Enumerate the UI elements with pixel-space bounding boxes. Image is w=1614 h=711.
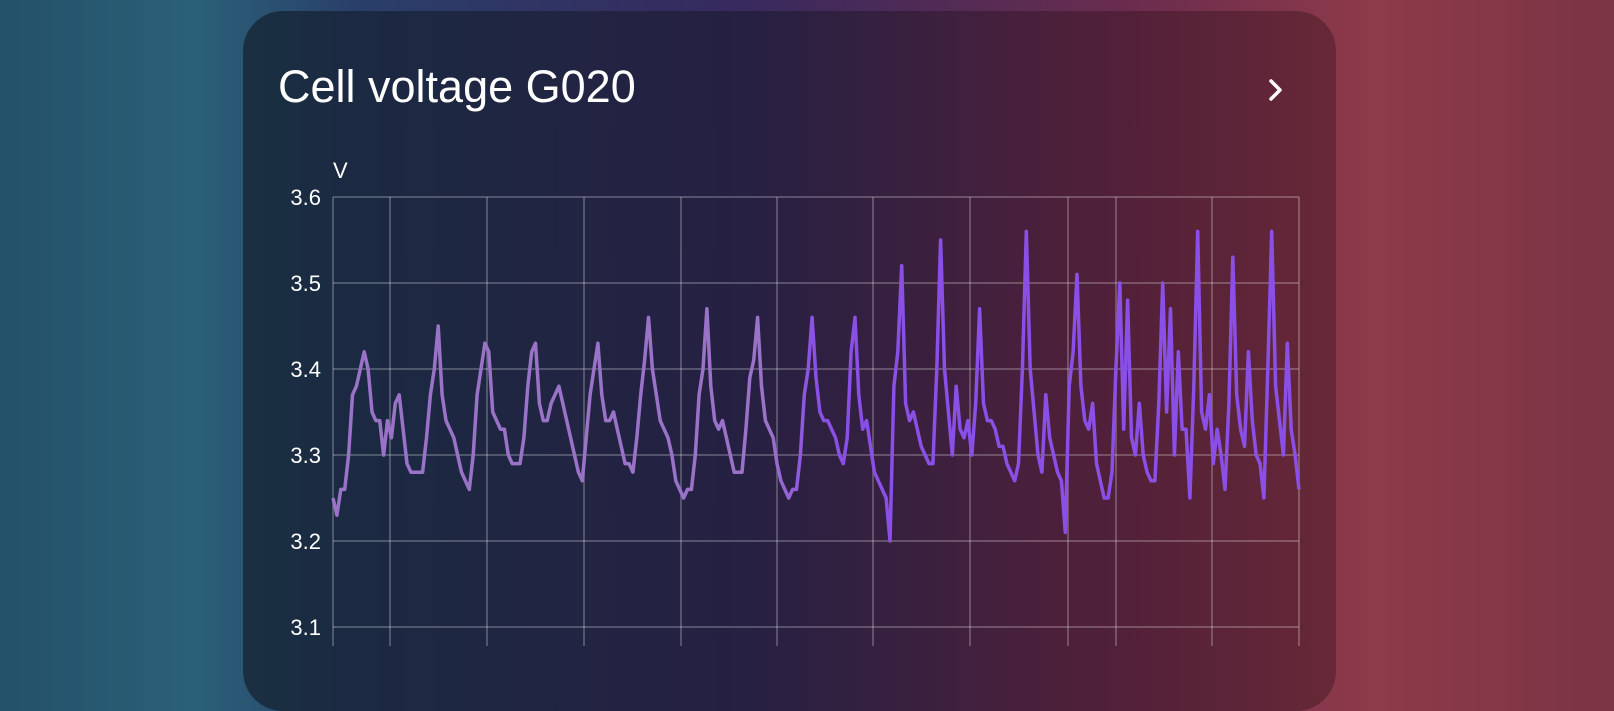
- y-tick-label: 3.6: [290, 185, 321, 210]
- chart-card: Cell voltage G020: [243, 11, 1336, 711]
- voltage-chart: 3.6 3.5 3.4 3.3 3.2 3.1 V: [290, 158, 1301, 640]
- y-tick-label: 3.2: [290, 529, 321, 554]
- y-tick-label: 3.5: [290, 271, 321, 296]
- series-line: [331, 229, 1301, 543]
- chevron-right-icon[interactable]: [1259, 73, 1293, 107]
- y-tick-label: 3.3: [290, 443, 321, 468]
- y-axis-unit: V: [333, 158, 348, 183]
- card-title: Cell voltage G020: [278, 61, 636, 112]
- y-tick-label: 3.4: [290, 357, 321, 382]
- y-tick-label: 3.1: [290, 615, 321, 640]
